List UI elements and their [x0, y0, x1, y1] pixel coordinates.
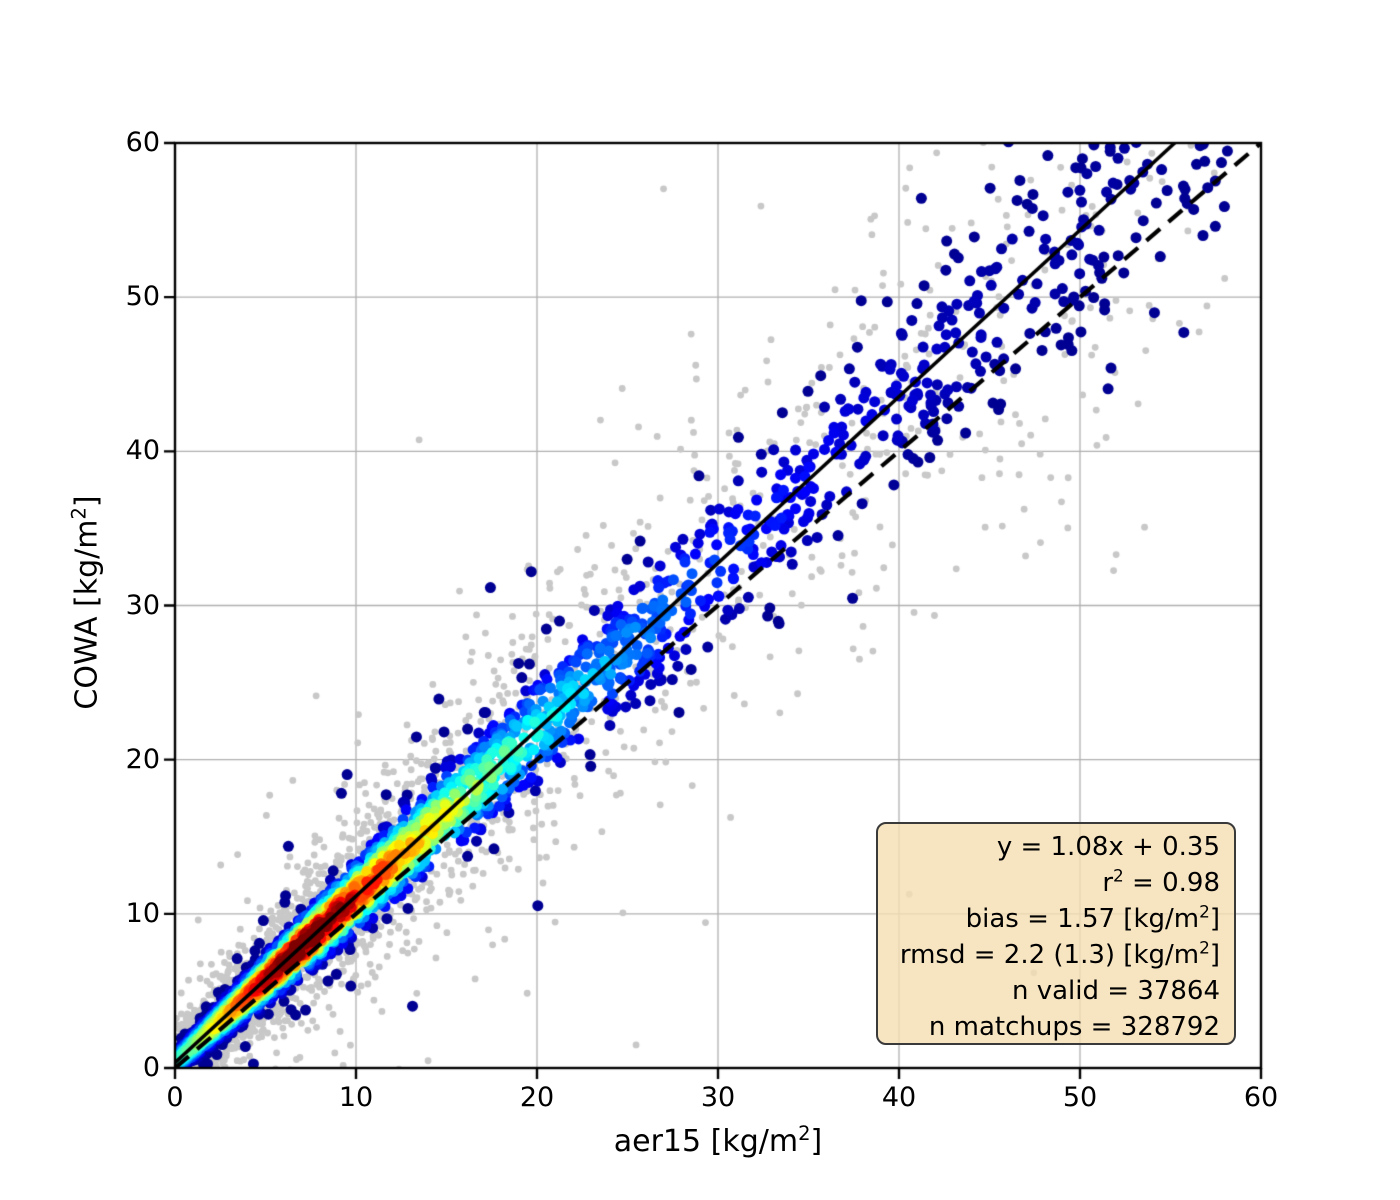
x-tick-label-60: 60	[1243, 1082, 1279, 1113]
stat-line-rmsd: rmsd = 2.2 (1.3) [kg/m2]	[899, 937, 1220, 970]
x-tick-label-20: 20	[519, 1082, 555, 1113]
stats-box: y = 1.08x + 0.35 r2 = 0.98 bias = 1.57 […	[876, 822, 1236, 1045]
stat-line-r2: r2 = 0.98	[1102, 865, 1220, 898]
y-tick-label-0: 0	[142, 1052, 160, 1083]
x-tick-label-50: 50	[1062, 1082, 1098, 1113]
stat-line-equation: y = 1.08x + 0.35	[996, 832, 1220, 862]
y-tick-label-60: 60	[125, 127, 160, 158]
x-tick-label-30: 30	[700, 1082, 736, 1113]
stat-line-bias: bias = 1.57 [kg/m2]	[965, 901, 1220, 934]
x-tick-label-0: 0	[166, 1082, 184, 1113]
y-axis-label-post: ]	[69, 495, 105, 508]
y-tick-label-20: 20	[125, 743, 160, 775]
stat-line-n-valid: n valid = 37864	[1011, 976, 1220, 1006]
x-axis-label-post: ]	[810, 1124, 823, 1159]
x-tick-label-40: 40	[881, 1082, 917, 1113]
y-axis-label: COWA [kg/m2]	[67, 358, 105, 848]
y-axis-label-text: COWA [kg/m	[69, 519, 105, 710]
y-tick-label-40: 40	[125, 435, 160, 467]
x-axis-label: aer15 [kg/m2]	[175, 1124, 1261, 1159]
y-tick-label-30: 30	[125, 589, 160, 621]
stat-line-n-matchups: n matchups = 328792	[928, 1012, 1220, 1042]
y-tick-label-10: 10	[125, 897, 160, 929]
x-axis-label-sup: 2	[798, 1122, 811, 1145]
y-axis-label-sup: 2	[67, 507, 91, 520]
y-tick-label-50: 50	[125, 281, 160, 313]
x-tick-label-10: 10	[338, 1082, 374, 1113]
x-axis-label-text: aer15 [kg/m	[613, 1124, 799, 1159]
